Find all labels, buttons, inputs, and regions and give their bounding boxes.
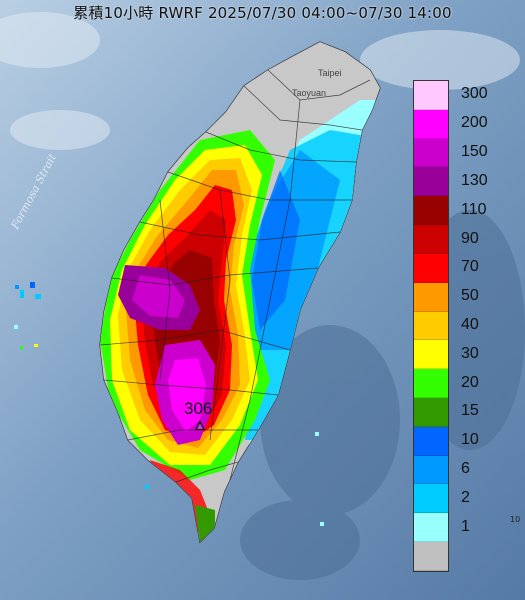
offshore-echoes xyxy=(14,282,324,526)
legend-swatch xyxy=(414,109,448,139)
legend-label: 40 xyxy=(461,316,479,333)
legend-label: 6 xyxy=(461,460,470,478)
legend-swatch xyxy=(414,426,448,456)
legend-swatch xyxy=(414,253,448,283)
legend-swatch xyxy=(414,225,448,254)
legend-swatch xyxy=(414,81,448,110)
legend-swatch xyxy=(414,455,448,485)
legend-label: 300 xyxy=(461,85,488,103)
legend-label: 30 xyxy=(461,344,479,362)
legend-label: 50 xyxy=(461,287,479,305)
county-boundaries xyxy=(99,69,371,483)
legend-swatch xyxy=(414,484,448,514)
max-rainfall-marker-icon xyxy=(195,420,205,430)
max-rainfall-value: 306 xyxy=(184,399,213,418)
legend-swatch xyxy=(414,542,448,571)
legend-label: 20 xyxy=(461,373,479,391)
cloud-texture xyxy=(0,12,520,150)
legend-swatch xyxy=(414,369,448,398)
legend-label: 110 xyxy=(461,200,487,218)
legend-label: 1 xyxy=(461,517,470,535)
legend-swatch xyxy=(414,282,448,312)
legend-swatch xyxy=(414,196,448,226)
city-label-taoyuan: Taoyuan xyxy=(292,88,327,98)
legend-swatch xyxy=(414,340,448,370)
legend-label: 130 xyxy=(461,171,488,189)
legend-label: 70 xyxy=(461,258,479,276)
legend-label: 200 xyxy=(461,114,488,132)
legend-label: 15 xyxy=(461,402,479,420)
east-coast-texture xyxy=(240,210,525,580)
map-title: 累積10小時 RWRF 2025/07/30 04:00~07/30 14:00 xyxy=(73,4,452,22)
edge-label: 10 xyxy=(510,515,521,524)
rainfall-legend xyxy=(413,80,449,572)
legend-swatch xyxy=(414,397,448,427)
city-label-taipei: Taipei xyxy=(318,68,342,78)
legend-label: 10 xyxy=(461,431,479,449)
legend-swatch xyxy=(414,167,448,197)
legend-swatch xyxy=(414,138,448,168)
legend-swatch xyxy=(414,311,448,341)
legend-swatch xyxy=(414,513,448,542)
legend-label: 90 xyxy=(461,229,479,247)
legend-label: 2 xyxy=(461,488,470,506)
legend-label: 150 xyxy=(461,143,488,161)
